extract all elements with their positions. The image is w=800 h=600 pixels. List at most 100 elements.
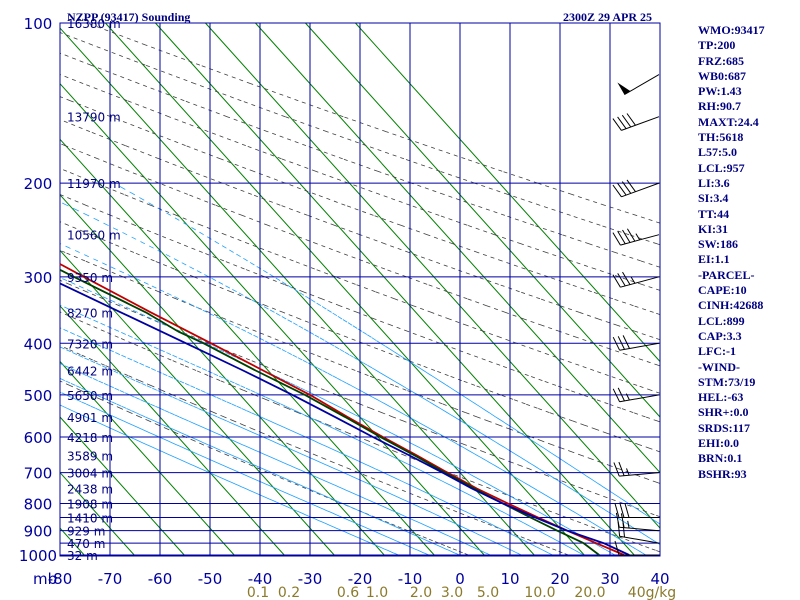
isotherm-line <box>59 194 386 557</box>
temperature-tick-label: 0 <box>455 570 465 588</box>
isotherm-line <box>59 250 336 557</box>
plot-border <box>59 22 661 557</box>
mixing-ratio-label: 20.0 <box>574 585 605 600</box>
index-item: TP:200 <box>698 38 736 53</box>
pressure-tick-label: 1000 <box>19 547 57 565</box>
dry-adiabat-line <box>59 279 661 518</box>
index-item: CAPE:10 <box>698 283 747 298</box>
dry-adiabat-line <box>59 32 661 246</box>
index-item: TH:5618 <box>698 130 744 145</box>
temperature-tick-label: -60 <box>148 570 173 588</box>
isotherm-line <box>59 416 186 557</box>
pressure-tick-label: 600 <box>24 429 53 447</box>
index-item: SHR+:0.0 <box>698 405 749 420</box>
indices-panel: WMO:93417 TP:200 FRZ:685 WB0:687 PW:1.43 RH:9… <box>698 23 798 482</box>
index-item: BSHR:93 <box>698 466 747 481</box>
wind-barb <box>612 335 660 351</box>
dry-adiabat-line <box>87 22 661 224</box>
dry-adiabat-line <box>59 168 661 394</box>
dewpoint-line <box>59 268 600 556</box>
isotherm-line <box>59 83 486 557</box>
pressure-tick-label: 100 <box>24 15 53 33</box>
index-item: CINH:42688 <box>698 298 764 313</box>
axis-unit-label: mb <box>33 570 57 588</box>
mixing-ratio-label: 0.1 <box>247 585 269 600</box>
index-item: RH:90.7 <box>698 99 741 114</box>
index-item: HEL:-63 <box>698 390 744 405</box>
height-label: 470 m <box>67 537 105 551</box>
wind-barb <box>614 503 659 518</box>
temperature-tick-label: -70 <box>98 570 123 588</box>
moist-adiabat-line <box>59 391 432 557</box>
isotherm-line <box>59 305 286 557</box>
index-item: BRN:0.1 <box>698 451 743 466</box>
pressure-tick-label: 200 <box>24 175 53 193</box>
isotherm-line <box>59 138 436 557</box>
index-item: -WIND- <box>698 359 740 374</box>
index-item: SRDS:117 <box>698 420 751 435</box>
moist-adiabat-line <box>59 363 493 557</box>
height-label: 4901 m <box>67 411 113 425</box>
isotherm-line <box>59 527 86 557</box>
pressure-tick-label: 800 <box>24 495 53 513</box>
isotherm-line <box>205 22 661 529</box>
mixing-ratio-label: 5.0 <box>477 585 499 600</box>
plot-frame <box>59 22 661 557</box>
index-item: LCL:899 <box>698 313 745 328</box>
index-item: KI:31 <box>698 221 728 236</box>
temperature-tick-label: -20 <box>348 570 373 588</box>
mixing-ratio-label: 1.0 <box>366 585 388 600</box>
index-item: FRZ:685 <box>698 53 744 68</box>
dry-adiabat-line <box>59 194 661 423</box>
dry-adiabat-line <box>59 119 661 341</box>
mixing-ratio-label: 2.0 <box>410 585 432 600</box>
index-item: SW:186 <box>698 237 739 252</box>
index-item: EI:1.1 <box>698 252 730 267</box>
temperature-tick-label: -30 <box>298 570 323 588</box>
temperature-line <box>59 263 625 556</box>
height-label: 8270 m <box>67 306 113 320</box>
height-label: 3589 m <box>67 450 113 464</box>
height-label: 9350 m <box>67 271 113 285</box>
temperature-tick-label: -80 <box>48 570 73 588</box>
height-label: 6442 m <box>67 365 113 379</box>
height-label: 2438 m <box>67 483 113 497</box>
pressure-tick-label: 500 <box>24 387 53 405</box>
isotherm-line <box>105 22 586 557</box>
dry-adiabat-line <box>59 74 661 291</box>
temperature-tick-label: -40 <box>248 570 273 588</box>
index-item: WMO:93417 <box>698 23 765 37</box>
mixing-ratio-label: 10.0 <box>524 585 555 600</box>
parcel-line <box>59 282 630 556</box>
index-item: WB0:687 <box>698 68 746 83</box>
height-label: 1908 m <box>67 497 113 511</box>
index-item: LI:3.6 <box>698 175 730 190</box>
moist-adiabat-line <box>59 327 555 557</box>
wind-barb <box>612 179 660 198</box>
height-label: 13790 m <box>67 111 121 125</box>
temperature-tick-label: 30 <box>600 570 619 588</box>
pressure-tick-label: 400 <box>24 335 53 353</box>
index-item: L57:5.0 <box>698 145 737 160</box>
temperature-tick-label: 20 <box>550 570 569 588</box>
dry-adiabat-line <box>59 345 572 557</box>
wind-barb <box>615 512 660 532</box>
height-label: 5650 m <box>67 389 113 403</box>
height-label: 7320 m <box>67 337 113 351</box>
chart-subtitle: 2300Z 29 APR 25 <box>563 10 652 24</box>
mixing-ratio-label: 0.2 <box>278 585 300 600</box>
temperature-tick-label: -10 <box>398 570 423 588</box>
isotherm-line <box>305 22 661 418</box>
index-item: LFC:-1 <box>698 344 736 359</box>
isotherm-line <box>155 22 636 557</box>
mixing-ratio-label: 3.0 <box>441 585 463 600</box>
dry-adiabat-line <box>59 143 661 367</box>
wind-barbs <box>612 74 660 556</box>
index-item: EHI:0.0 <box>698 436 740 451</box>
index-item: SI:3.4 <box>698 191 729 206</box>
dry-adiabat-line <box>59 380 472 557</box>
moist-adiabat-line <box>59 243 648 557</box>
temperature-tick-label: -50 <box>198 570 223 588</box>
wind-barb <box>612 271 660 288</box>
